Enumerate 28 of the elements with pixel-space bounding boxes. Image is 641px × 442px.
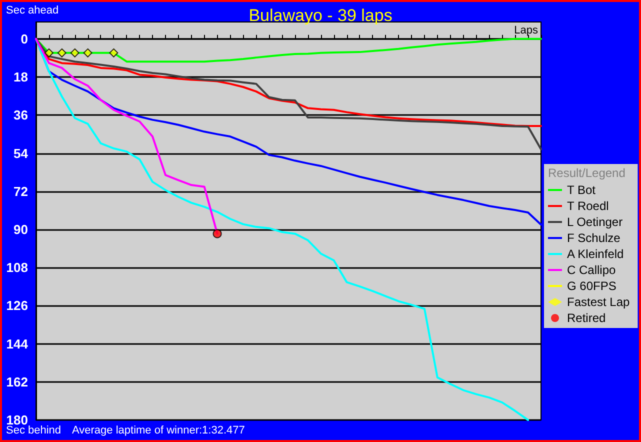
legend-label: A Kleinfeld (567, 247, 624, 261)
legend-label: Retired (567, 311, 606, 325)
legend-label: T Bot (567, 183, 596, 197)
legend-label: L Oetinger (567, 215, 623, 229)
y-tick-label: 162 (6, 374, 28, 390)
legend-label: C Callipo (567, 263, 616, 277)
line-series (35, 38, 542, 63)
text: Sec behind (6, 424, 62, 436)
y-tick-label: 108 (6, 260, 28, 276)
legend-label: T Roedl (567, 199, 609, 213)
y-tick-label: 0 (20, 31, 28, 46)
legend-label: Fastest Lap (567, 295, 630, 309)
legend-title: Result/Legend (548, 166, 626, 180)
legend-label: F Schulze (567, 231, 621, 245)
y-tick-label: 36 (14, 108, 28, 123)
line-series (35, 38, 530, 421)
y-tick-label: 54 (14, 146, 29, 161)
y-tick-label: 90 (14, 222, 28, 237)
y-tick-label: 144 (6, 336, 29, 352)
text: Average laptime of winner:1:32.477 (72, 424, 245, 436)
y-tick-label: 72 (14, 184, 28, 199)
y-tick-label: 126 (6, 298, 28, 314)
legend-label: G 60FPS (567, 279, 616, 293)
text: Sec ahead (6, 4, 59, 16)
y-tick-label: 18 (14, 70, 28, 85)
chart-title: Bulawayo - 39 laps (248, 6, 392, 25)
line-series (35, 38, 542, 150)
x-axis-title: Laps (514, 24, 538, 36)
